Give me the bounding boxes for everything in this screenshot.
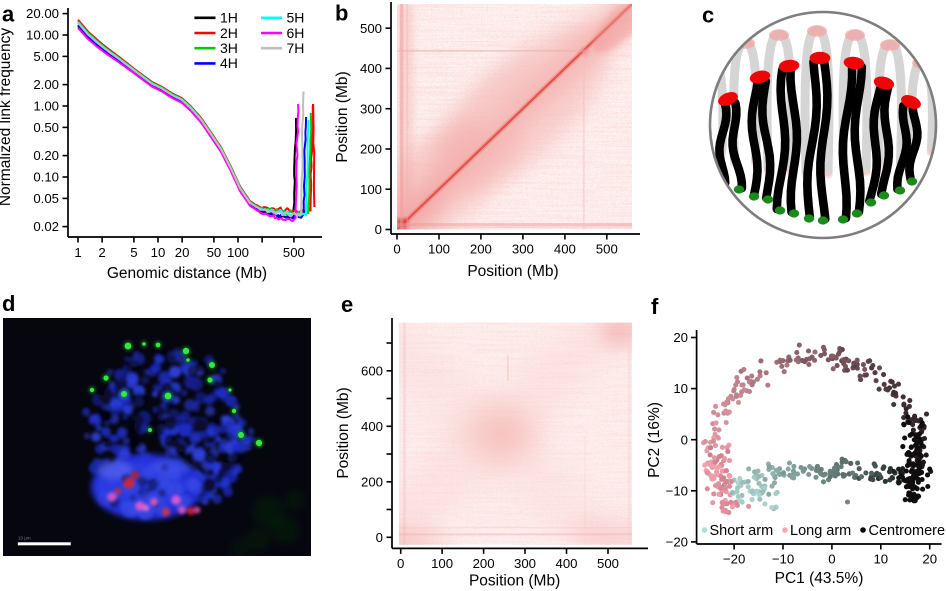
svg-text:500: 500 — [596, 242, 618, 257]
svg-text:Centromere: Centromere — [869, 523, 946, 539]
svg-text:400: 400 — [554, 242, 576, 257]
svg-text:−10: −10 — [666, 483, 688, 498]
svg-text:1H: 1H — [220, 10, 238, 26]
svg-text:5: 5 — [130, 245, 137, 260]
svg-text:200: 200 — [473, 556, 495, 571]
svg-text:200: 200 — [361, 474, 383, 489]
svg-text:Genomic distance (Mb): Genomic distance (Mb) — [107, 265, 267, 282]
svg-text:500: 500 — [360, 21, 382, 36]
svg-text:d: d — [2, 291, 15, 316]
svg-text:Short arm: Short arm — [710, 523, 774, 539]
svg-text:5H: 5H — [287, 10, 305, 26]
svg-text:1.00: 1.00 — [33, 99, 59, 114]
svg-text:0: 0 — [397, 556, 404, 571]
svg-text:0.20: 0.20 — [33, 148, 59, 163]
svg-text:10.00: 10.00 — [26, 28, 59, 43]
svg-text:0: 0 — [393, 242, 400, 257]
svg-text:3H: 3H — [220, 40, 238, 56]
svg-text:100: 100 — [360, 182, 382, 197]
svg-text:20.00: 20.00 — [26, 6, 59, 21]
svg-text:20: 20 — [673, 330, 688, 345]
svg-text:20: 20 — [922, 552, 937, 567]
svg-text:−10: −10 — [772, 552, 794, 567]
svg-text:50: 50 — [207, 245, 222, 260]
svg-text:300: 300 — [512, 242, 534, 257]
svg-text:0: 0 — [376, 530, 383, 545]
svg-text:400: 400 — [555, 556, 577, 571]
svg-text:200: 200 — [360, 142, 382, 157]
svg-text:2: 2 — [98, 245, 105, 260]
svg-text:500: 500 — [283, 245, 305, 260]
svg-text:10: 10 — [673, 381, 688, 396]
svg-text:Position (Mb): Position (Mb) — [335, 387, 352, 478]
svg-text:0: 0 — [828, 552, 835, 567]
svg-text:PC1 (43.5%): PC1 (43.5%) — [775, 570, 864, 587]
svg-text:Position (Mb): Position (Mb) — [467, 263, 558, 280]
svg-text:7H: 7H — [287, 40, 305, 56]
svg-text:f: f — [651, 294, 659, 319]
svg-text:−20: −20 — [723, 552, 745, 567]
svg-text:300: 300 — [360, 101, 382, 116]
svg-text:0: 0 — [375, 222, 382, 237]
svg-text:c: c — [702, 3, 714, 28]
svg-text:Long arm: Long arm — [790, 523, 851, 539]
svg-text:4H: 4H — [220, 55, 238, 71]
svg-text:PC2 (16%): PC2 (16%) — [646, 402, 663, 478]
svg-text:100: 100 — [227, 245, 249, 260]
svg-text:10 µm: 10 µm — [18, 536, 31, 541]
svg-text:0.10: 0.10 — [33, 170, 59, 185]
svg-text:2.00: 2.00 — [33, 77, 59, 92]
svg-text:100: 100 — [428, 242, 450, 257]
svg-text:6H: 6H — [287, 25, 305, 41]
svg-text:−20: −20 — [666, 535, 688, 550]
svg-text:200: 200 — [470, 242, 492, 257]
svg-text:b: b — [335, 1, 348, 26]
svg-text:Position (Mb): Position (Mb) — [334, 71, 351, 162]
svg-text:300: 300 — [514, 556, 536, 571]
svg-text:20: 20 — [175, 245, 190, 260]
svg-text:400: 400 — [361, 419, 383, 434]
svg-text:Normalized link frequency: Normalized link frequency — [0, 28, 14, 207]
svg-text:0.50: 0.50 — [33, 120, 59, 135]
svg-text:0.05: 0.05 — [33, 191, 59, 206]
svg-text:500: 500 — [597, 556, 619, 571]
svg-text:0.02: 0.02 — [33, 219, 59, 234]
svg-text:5.00: 5.00 — [33, 49, 59, 64]
svg-text:10: 10 — [151, 245, 166, 260]
svg-text:0: 0 — [681, 432, 688, 447]
svg-text:e: e — [341, 292, 353, 317]
svg-text:a: a — [2, 2, 15, 27]
svg-text:Position (Mb): Position (Mb) — [469, 573, 560, 590]
svg-text:10: 10 — [873, 552, 888, 567]
svg-text:2H: 2H — [220, 25, 238, 41]
svg-text:600: 600 — [361, 363, 383, 378]
svg-text:100: 100 — [431, 556, 453, 571]
svg-text:400: 400 — [360, 61, 382, 76]
svg-text:1: 1 — [74, 245, 81, 260]
